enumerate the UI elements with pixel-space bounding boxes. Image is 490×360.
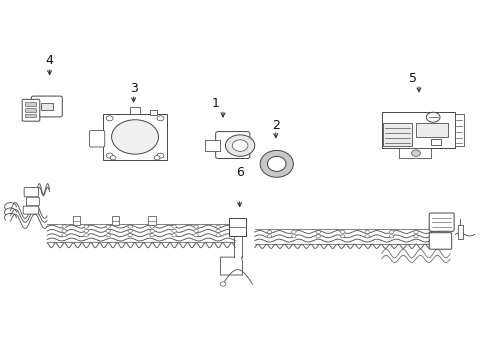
- FancyBboxPatch shape: [429, 233, 452, 249]
- Bar: [112, 216, 120, 225]
- Ellipse shape: [268, 156, 286, 171]
- Circle shape: [216, 234, 220, 237]
- Circle shape: [112, 120, 159, 154]
- FancyBboxPatch shape: [24, 188, 38, 197]
- FancyBboxPatch shape: [31, 96, 62, 117]
- Circle shape: [157, 153, 164, 158]
- Text: 2: 2: [272, 119, 280, 132]
- Bar: [205, 140, 220, 150]
- Circle shape: [316, 230, 320, 234]
- Circle shape: [172, 225, 176, 228]
- Text: 5: 5: [409, 72, 416, 85]
- Circle shape: [154, 156, 160, 160]
- Text: 1: 1: [212, 97, 220, 110]
- Circle shape: [106, 225, 110, 228]
- Circle shape: [412, 150, 420, 156]
- Circle shape: [106, 153, 113, 158]
- Bar: [455, 114, 464, 146]
- Circle shape: [414, 235, 418, 238]
- Bar: [148, 216, 156, 225]
- Bar: [25, 102, 36, 106]
- Circle shape: [194, 234, 198, 237]
- Circle shape: [292, 235, 296, 238]
- Circle shape: [84, 225, 88, 228]
- Bar: [130, 107, 140, 114]
- Bar: [458, 225, 464, 239]
- Bar: [41, 103, 53, 110]
- Circle shape: [365, 230, 369, 234]
- Circle shape: [316, 235, 320, 238]
- Circle shape: [84, 229, 88, 233]
- Circle shape: [172, 234, 176, 237]
- Bar: [399, 148, 431, 158]
- Circle shape: [150, 229, 154, 233]
- Bar: [229, 219, 246, 235]
- Circle shape: [150, 234, 154, 237]
- Circle shape: [267, 230, 271, 234]
- Circle shape: [157, 116, 164, 121]
- Circle shape: [128, 229, 132, 233]
- Circle shape: [194, 225, 198, 228]
- Text: 3: 3: [130, 82, 138, 95]
- Circle shape: [150, 225, 154, 228]
- Bar: [150, 110, 157, 116]
- Circle shape: [84, 234, 88, 237]
- Text: 4: 4: [46, 54, 53, 67]
- Circle shape: [267, 235, 271, 238]
- Circle shape: [216, 225, 220, 228]
- Circle shape: [390, 235, 394, 238]
- Circle shape: [106, 234, 110, 237]
- Bar: [25, 114, 36, 117]
- Circle shape: [365, 235, 369, 238]
- FancyBboxPatch shape: [382, 112, 455, 148]
- FancyBboxPatch shape: [429, 213, 454, 231]
- Circle shape: [341, 235, 345, 238]
- FancyBboxPatch shape: [90, 131, 105, 147]
- Bar: [73, 216, 80, 225]
- Text: 6: 6: [236, 166, 244, 179]
- Bar: [25, 108, 36, 112]
- Circle shape: [106, 229, 110, 233]
- Circle shape: [62, 229, 67, 233]
- Circle shape: [341, 230, 345, 234]
- Circle shape: [194, 229, 198, 233]
- Circle shape: [225, 135, 255, 156]
- Circle shape: [106, 116, 113, 121]
- Circle shape: [414, 230, 418, 234]
- Circle shape: [426, 112, 440, 122]
- FancyBboxPatch shape: [22, 99, 40, 121]
- FancyBboxPatch shape: [216, 132, 250, 158]
- Bar: [383, 123, 412, 146]
- Bar: [416, 123, 448, 137]
- Circle shape: [128, 234, 132, 237]
- Bar: [431, 139, 441, 145]
- Circle shape: [172, 229, 176, 233]
- Circle shape: [390, 230, 394, 234]
- Circle shape: [62, 234, 67, 237]
- Circle shape: [216, 229, 220, 233]
- Circle shape: [220, 282, 226, 286]
- Circle shape: [232, 140, 248, 151]
- Circle shape: [292, 230, 296, 234]
- Circle shape: [128, 225, 132, 228]
- FancyBboxPatch shape: [23, 206, 39, 214]
- Circle shape: [62, 225, 67, 228]
- FancyBboxPatch shape: [26, 197, 39, 206]
- Ellipse shape: [260, 150, 294, 177]
- FancyBboxPatch shape: [103, 114, 167, 160]
- Circle shape: [110, 156, 116, 160]
